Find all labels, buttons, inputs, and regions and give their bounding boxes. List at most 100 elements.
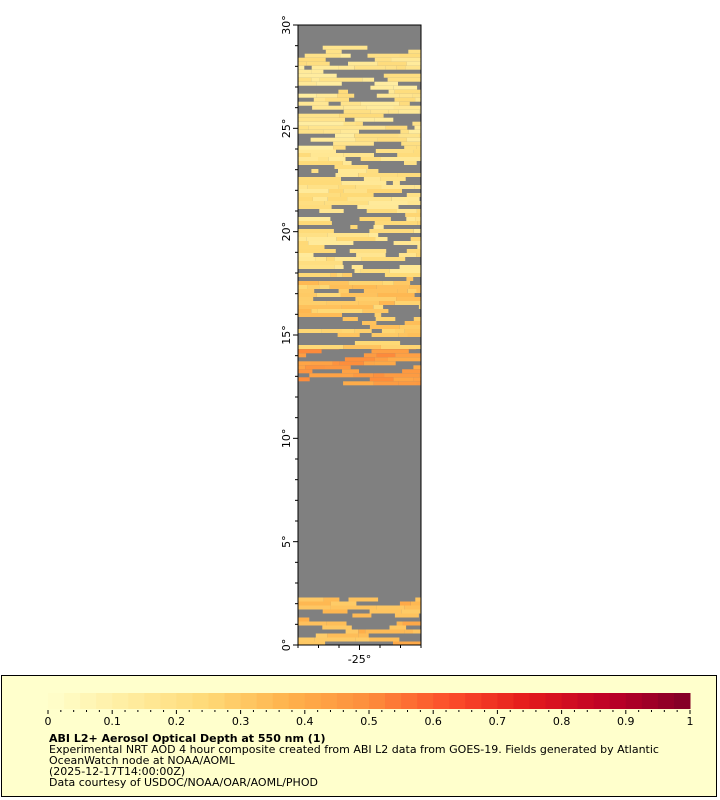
aod-cell — [397, 153, 421, 157]
aod-cell — [312, 105, 344, 110]
aod-cell — [298, 245, 325, 249]
aod-cell — [399, 101, 410, 106]
aod-cell — [336, 273, 343, 277]
aod-cell — [338, 169, 367, 173]
aod-cell — [388, 357, 421, 362]
aod-cell — [360, 269, 390, 273]
aod-cell — [315, 257, 327, 261]
aod-cell — [406, 217, 416, 221]
aod-cell — [399, 53, 421, 58]
aod-cell — [391, 57, 421, 62]
aod-cell — [325, 365, 351, 370]
aod-cell — [298, 285, 308, 289]
aod-cell — [343, 153, 374, 157]
aod-cell — [367, 189, 402, 193]
aod-cell — [374, 81, 398, 86]
aod-cell — [383, 73, 421, 78]
legend-panel: 0 0.1 0.2 0.3 0.4 0.5 0.6 0.7 0.8 0.9 1 ABI L2+ Ae… — [1, 675, 717, 797]
aod-cell — [298, 353, 307, 358]
aod-cell — [341, 305, 374, 309]
aod-cell — [354, 65, 386, 70]
aod-cell — [335, 133, 355, 138]
aod-cell — [318, 157, 329, 161]
caption-title: ABI L2+ Aerosol Optical Depth at 550 nm … — [49, 732, 326, 745]
aod-cell — [323, 129, 341, 134]
aod-cell — [394, 89, 421, 94]
colorbar-swatch — [336, 693, 354, 709]
aod-cell — [298, 77, 312, 82]
colorbar-swatch — [192, 693, 209, 709]
aod-cell — [315, 117, 345, 122]
colorbar-label: 0.8 — [553, 715, 571, 728]
aod-cell — [352, 285, 377, 289]
aod-cell — [393, 85, 418, 90]
aod-cell — [298, 177, 341, 181]
aod-cell — [401, 609, 421, 614]
aod-cell — [404, 145, 417, 150]
aod-cell — [298, 189, 329, 193]
aod-cell — [393, 641, 421, 645]
aod-cell — [416, 145, 421, 150]
aod-cell — [349, 249, 387, 253]
aod-cell — [348, 61, 378, 66]
aod-cell — [343, 121, 356, 126]
aod-cell — [413, 377, 421, 382]
aod-cell — [388, 109, 399, 114]
aod-cell — [298, 57, 326, 62]
aod-cell — [366, 169, 379, 173]
aod-cell — [313, 97, 326, 102]
aod-cell — [306, 61, 330, 66]
aod-cell — [374, 117, 394, 122]
aod-cell — [418, 305, 421, 309]
aod-cell — [404, 605, 421, 610]
aod-cell — [416, 209, 421, 213]
aod-cell — [338, 185, 356, 189]
aod-cell — [345, 629, 359, 634]
aod-cell — [339, 113, 384, 118]
aod-cell — [298, 281, 319, 285]
colorbar-swatch — [160, 693, 177, 709]
aod-cell — [316, 293, 341, 297]
caption-description-cont: OceanWatch node at NOAA/AOML — [49, 754, 235, 767]
aod-cell — [298, 65, 305, 70]
aod-cell — [355, 121, 363, 126]
aod-cell — [310, 137, 356, 142]
aod-cell — [374, 361, 396, 366]
aod-cell — [298, 621, 327, 626]
colorbar-label: 0.9 — [617, 715, 635, 728]
aod-cell — [298, 297, 314, 301]
colorbar-swatch — [417, 693, 434, 709]
lat-tick-label: 25° — [280, 119, 293, 139]
aod-cell — [407, 289, 417, 293]
aod-cell — [360, 157, 381, 161]
colorbar-label: 0.4 — [296, 715, 314, 728]
aod-cell — [378, 293, 415, 297]
aod-cell — [363, 289, 398, 293]
aod-cell — [318, 281, 349, 285]
lat-tick-label: 15° — [280, 325, 293, 345]
aod-cell — [342, 273, 353, 277]
aod-cell — [354, 133, 399, 138]
aod-cell — [338, 289, 349, 293]
aod-cell — [314, 637, 356, 642]
colorbar-swatch — [657, 693, 675, 709]
aod-cell — [358, 633, 369, 638]
aod-cell — [413, 229, 421, 233]
aod-cell — [298, 365, 306, 370]
aod-cell — [317, 309, 347, 313]
aod-cell — [360, 101, 400, 106]
aod-cell — [392, 181, 400, 185]
colorbar-swatch — [224, 693, 242, 709]
aod-cell — [311, 77, 320, 82]
aod-cell — [298, 201, 325, 205]
aod-cell — [414, 185, 421, 189]
aod-cell — [298, 117, 315, 122]
aod-cell — [326, 621, 347, 626]
aod-cell — [298, 249, 336, 253]
colorbar-label: 0.7 — [489, 715, 507, 728]
aod-cell — [401, 141, 421, 146]
aod-cell — [298, 229, 334, 233]
aod-cell — [361, 257, 406, 261]
aod-cell — [298, 101, 329, 106]
aod-cell — [398, 333, 408, 337]
